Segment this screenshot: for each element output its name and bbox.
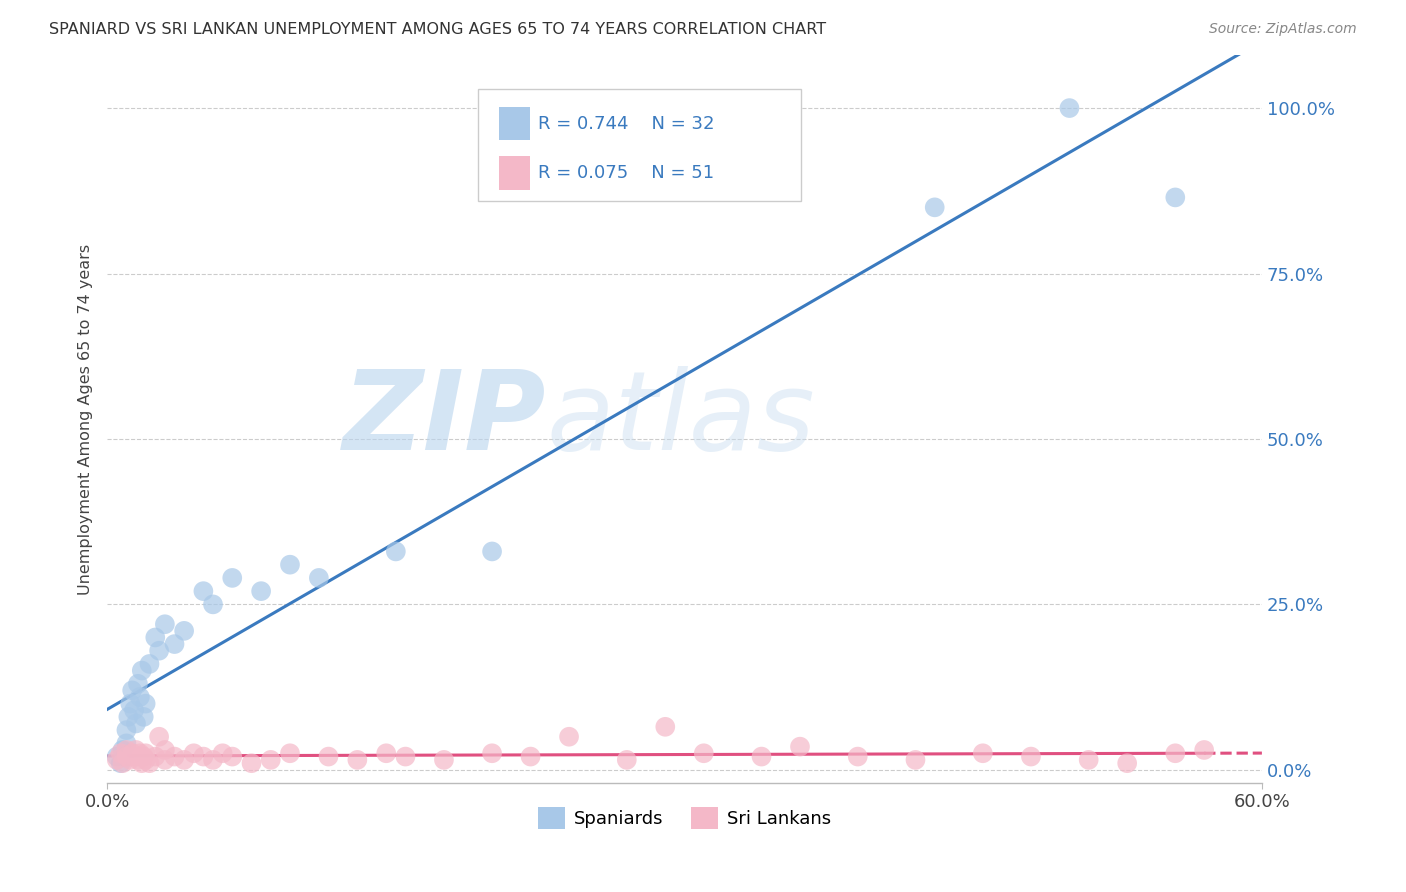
Point [481, 544, 503, 558]
Point [131, 756, 153, 771]
Text: atlas: atlas [546, 366, 814, 473]
Point [240, 756, 263, 771]
Text: R = 0.075    N = 51: R = 0.075 N = 51 [538, 164, 714, 182]
Point [121, 746, 143, 760]
Point [105, 753, 128, 767]
Point [202, 753, 225, 767]
Point [128, 690, 150, 704]
Point [654, 720, 676, 734]
Point [221, 749, 243, 764]
Text: SPANIARD VS SRI LANKAN UNEMPLOYMENT AMONG AGES 65 TO 74 YEARS CORRELATION CHART: SPANIARD VS SRI LANKAN UNEMPLOYMENT AMON… [49, 22, 827, 37]
Point [135, 753, 157, 767]
Point [972, 746, 994, 760]
Point [128, 746, 150, 760]
Point [127, 677, 149, 691]
Point [132, 710, 155, 724]
Point [616, 753, 638, 767]
Point [202, 598, 225, 612]
Point [153, 617, 176, 632]
Point [1059, 101, 1081, 115]
Text: Source: ZipAtlas.com: Source: ZipAtlas.com [1209, 22, 1357, 37]
Point [138, 756, 160, 771]
Point [125, 716, 148, 731]
Point [1019, 749, 1042, 764]
Point [433, 753, 456, 767]
Point [132, 749, 155, 764]
Point [110, 746, 132, 760]
Point [148, 643, 170, 657]
Text: ZIP: ZIP [343, 366, 546, 473]
Point [163, 637, 186, 651]
Point [375, 746, 398, 760]
Point [924, 200, 946, 214]
Point [120, 697, 142, 711]
Point [193, 749, 215, 764]
Point [111, 743, 134, 757]
Point [111, 756, 134, 771]
Point [751, 749, 773, 764]
Point [1192, 743, 1215, 757]
Point [278, 746, 301, 760]
Point [163, 749, 186, 764]
Point [519, 749, 541, 764]
Point [115, 749, 138, 764]
Point [117, 710, 139, 724]
Point [278, 558, 301, 572]
Point [693, 746, 716, 760]
Point [127, 753, 149, 767]
Point [125, 743, 148, 757]
Point [260, 753, 283, 767]
Point [904, 753, 927, 767]
Point [173, 624, 195, 638]
Point [221, 571, 243, 585]
Point [394, 749, 416, 764]
Text: R = 0.744    N = 32: R = 0.744 N = 32 [538, 114, 716, 133]
Point [122, 703, 145, 717]
Point [143, 749, 166, 764]
Point [115, 723, 138, 738]
Point [1164, 190, 1187, 204]
Point [135, 697, 157, 711]
Point [122, 749, 145, 764]
Point [110, 756, 132, 771]
Point [138, 657, 160, 671]
Point [105, 749, 128, 764]
Point [1077, 753, 1099, 767]
Point [193, 584, 215, 599]
Point [121, 683, 143, 698]
Point [131, 664, 153, 678]
Point [1164, 746, 1187, 760]
Point [148, 730, 170, 744]
Point [173, 753, 195, 767]
Point [789, 739, 811, 754]
Point [846, 749, 869, 764]
Point [153, 753, 176, 767]
Point [153, 743, 176, 757]
Point [135, 746, 157, 760]
Point [211, 746, 233, 760]
Point [115, 736, 138, 750]
Point [346, 753, 368, 767]
Point [481, 746, 503, 760]
Point [308, 571, 330, 585]
Point [183, 746, 205, 760]
Point [250, 584, 273, 599]
Legend: Spaniards, Sri Lankans: Spaniards, Sri Lankans [531, 799, 838, 836]
Point [143, 631, 166, 645]
Point [385, 544, 408, 558]
Point [120, 753, 142, 767]
Point [115, 743, 138, 757]
Point [1116, 756, 1139, 771]
Point [558, 730, 581, 744]
Point [318, 749, 340, 764]
Y-axis label: Unemployment Among Ages 65 to 74 years: Unemployment Among Ages 65 to 74 years [79, 244, 93, 595]
